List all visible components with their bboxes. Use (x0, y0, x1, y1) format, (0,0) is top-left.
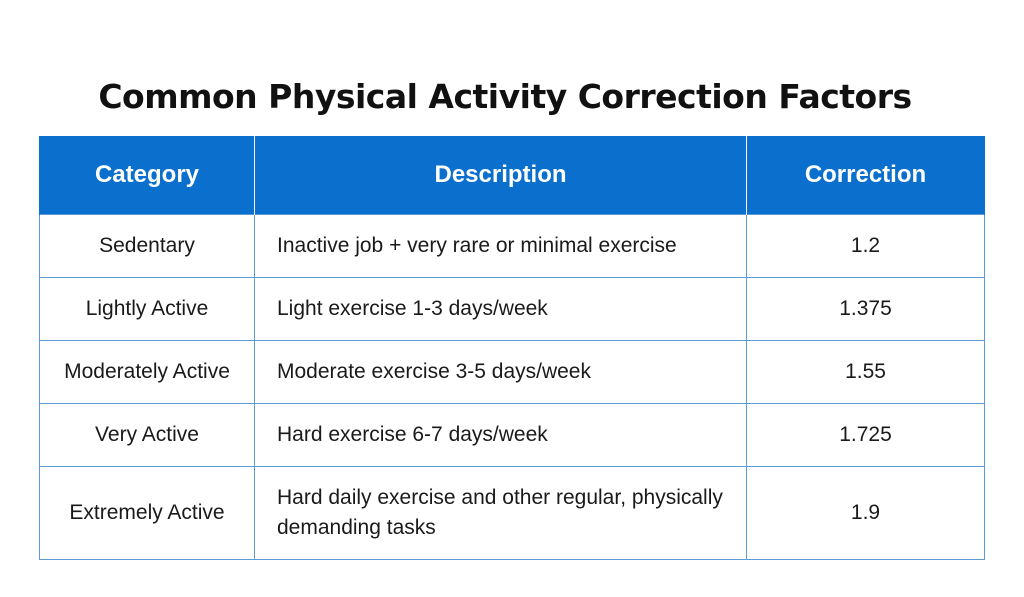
description-cell: Light exercise 1-3 days/week (254, 277, 747, 341)
table-row: Lightly Active Light exercise 1-3 days/w… (39, 277, 985, 341)
category-cell: Moderately Active (39, 340, 255, 404)
column-header-category: Category (39, 136, 255, 215)
correction-factors-table: Category Description Correction Sedentar… (39, 136, 985, 560)
table-row: Moderately Active Moderate exercise 3-5 … (39, 340, 985, 404)
column-header-description: Description (254, 136, 747, 215)
correction-cell: 1.9 (746, 466, 985, 560)
category-cell: Very Active (39, 403, 255, 467)
category-cell: Extremely Active (39, 466, 255, 560)
correction-cell: 1.725 (746, 403, 985, 467)
correction-cell: 1.2 (746, 214, 985, 278)
description-cell: Hard exercise 6-7 days/week (254, 403, 747, 467)
table-header-row: Category Description Correction (39, 136, 985, 215)
column-header-correction: Correction (746, 136, 985, 215)
description-cell: Inactive job + very rare or minimal exer… (254, 214, 747, 278)
page-title: Common Physical Activity Correction Fact… (98, 77, 912, 117)
table-row: Very Active Hard exercise 6-7 days/week … (39, 403, 985, 467)
correction-cell: 1.55 (746, 340, 985, 404)
correction-cell: 1.375 (746, 277, 985, 341)
table-row: Extremely Active Hard daily exercise and… (39, 466, 985, 560)
category-cell: Sedentary (39, 214, 255, 278)
description-cell: Moderate exercise 3-5 days/week (254, 340, 747, 404)
category-cell: Lightly Active (39, 277, 255, 341)
table-row: Sedentary Inactive job + very rare or mi… (39, 214, 985, 278)
description-cell: Hard daily exercise and other regular, p… (254, 466, 747, 560)
